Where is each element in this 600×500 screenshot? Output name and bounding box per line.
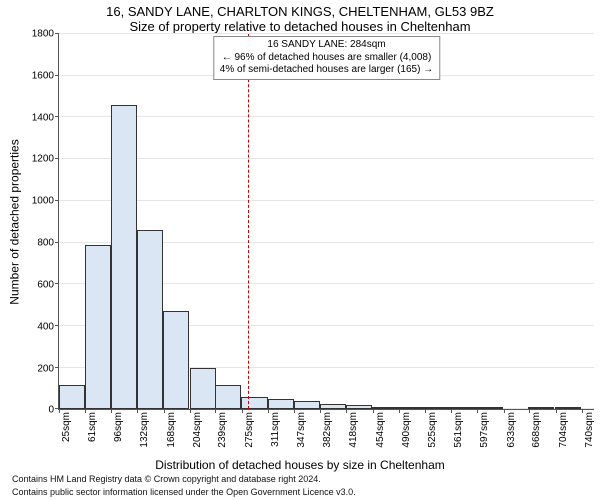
histogram-bar xyxy=(424,407,450,409)
y-tick-mark xyxy=(55,200,59,201)
gridline xyxy=(59,158,594,159)
histogram-bar xyxy=(294,401,320,409)
x-tick-label: 490sqm xyxy=(401,412,412,448)
y-tick-label: 1400 xyxy=(32,112,54,123)
histogram-bar xyxy=(372,407,398,409)
histogram-bar xyxy=(163,311,189,409)
y-tick-label: 0 xyxy=(48,405,54,416)
footnote-2: Contains public sector information licen… xyxy=(6,487,594,498)
y-tick-mark xyxy=(55,242,59,243)
x-tick-label: 454sqm xyxy=(375,412,386,448)
histogram-bar xyxy=(111,105,137,409)
gridline xyxy=(59,116,594,117)
y-tick-label: 200 xyxy=(37,363,54,374)
annotation-line3: 4% of semi-detached houses are larger (1… xyxy=(220,64,433,77)
gridline xyxy=(59,200,594,201)
reference-line xyxy=(248,34,249,409)
footnote-1: Contains HM Land Registry data © Crown c… xyxy=(6,474,594,485)
histogram-bar xyxy=(398,407,424,409)
x-tick-label: 668sqm xyxy=(531,412,542,448)
histogram-bar xyxy=(450,407,476,409)
histogram-bar xyxy=(320,404,346,409)
y-tick-mark xyxy=(55,158,59,159)
y-axis-label: Number of detached properties xyxy=(8,139,22,304)
y-tick-label: 1200 xyxy=(32,154,54,165)
y-tick-label: 400 xyxy=(37,321,54,332)
y-tick-mark xyxy=(55,116,59,117)
x-tick-label: 239sqm xyxy=(217,412,228,448)
y-tick-mark xyxy=(55,367,59,368)
histogram-bar xyxy=(59,385,85,409)
x-axis-label: Distribution of detached houses by size … xyxy=(6,458,594,472)
y-tick-mark xyxy=(55,283,59,284)
y-tick-mark xyxy=(55,325,59,326)
histogram-bar xyxy=(555,407,581,409)
histogram-bar xyxy=(215,385,241,409)
x-tick-label: 704sqm xyxy=(558,412,569,448)
x-tick-label: 204sqm xyxy=(192,412,203,448)
histogram-bar xyxy=(85,245,111,410)
y-axis-ticks: 020040060080010001200140016001800 xyxy=(24,34,58,410)
annotation-box: 16 SANDY LANE: 284sqm ← 96% of detached … xyxy=(213,36,440,80)
y-tick-label: 1800 xyxy=(32,29,54,40)
x-tick-label: 418sqm xyxy=(348,412,359,448)
histogram-bar xyxy=(476,407,502,409)
chart-container: Number of detached properties 0 200 400 600… xyxy=(6,34,594,472)
x-tick-label: 311sqm xyxy=(270,412,281,447)
annotation-line1: 16 SANDY LANE: 284sqm xyxy=(220,39,433,52)
x-tick-label: 347sqm xyxy=(296,412,307,448)
title-address: 16, SANDY LANE, CHARLTON KINGS, CHELTENH… xyxy=(106,4,494,19)
histogram-bar xyxy=(190,368,216,410)
x-tick-label: 597sqm xyxy=(479,412,490,448)
y-tick-label: 600 xyxy=(37,279,54,290)
histogram-bar xyxy=(346,405,372,409)
title-subtitle: Size of property relative to detached ho… xyxy=(129,19,470,34)
x-tick-label: 96sqm xyxy=(113,412,124,442)
x-axis-ticks: 25sqm 61sqm 96sqm 132sqm 168sqm 204sqm 239sqm 2… xyxy=(58,410,594,458)
annotation-line2: ← 96% of detached houses are smaller (4,… xyxy=(220,52,433,65)
gridline xyxy=(59,33,594,34)
x-tick-label: 275sqm xyxy=(244,412,255,448)
y-tick-label: 800 xyxy=(37,238,54,249)
histogram-bar xyxy=(268,399,294,409)
y-tick-label: 1000 xyxy=(32,196,54,207)
x-tick-label: 168sqm xyxy=(166,412,177,448)
x-tick-label: 633sqm xyxy=(506,412,517,448)
y-tick-mark xyxy=(55,33,59,34)
x-tick-label: 25sqm xyxy=(61,412,72,442)
histogram-bar xyxy=(528,407,554,409)
histogram-bar xyxy=(241,397,267,410)
histogram-bar xyxy=(137,230,163,409)
x-tick-label: 61sqm xyxy=(87,412,98,442)
x-tick-label: 740sqm xyxy=(584,412,595,448)
x-tick-label: 561sqm xyxy=(453,412,464,448)
x-tick-label: 525sqm xyxy=(427,412,438,448)
y-tick-mark xyxy=(55,75,59,76)
y-tick-label: 1600 xyxy=(32,70,54,81)
x-tick-label: 132sqm xyxy=(139,412,150,448)
x-tick-label: 382sqm xyxy=(322,412,333,448)
plot-area: 16 SANDY LANE: 284sqm ← 96% of detached … xyxy=(58,34,594,410)
